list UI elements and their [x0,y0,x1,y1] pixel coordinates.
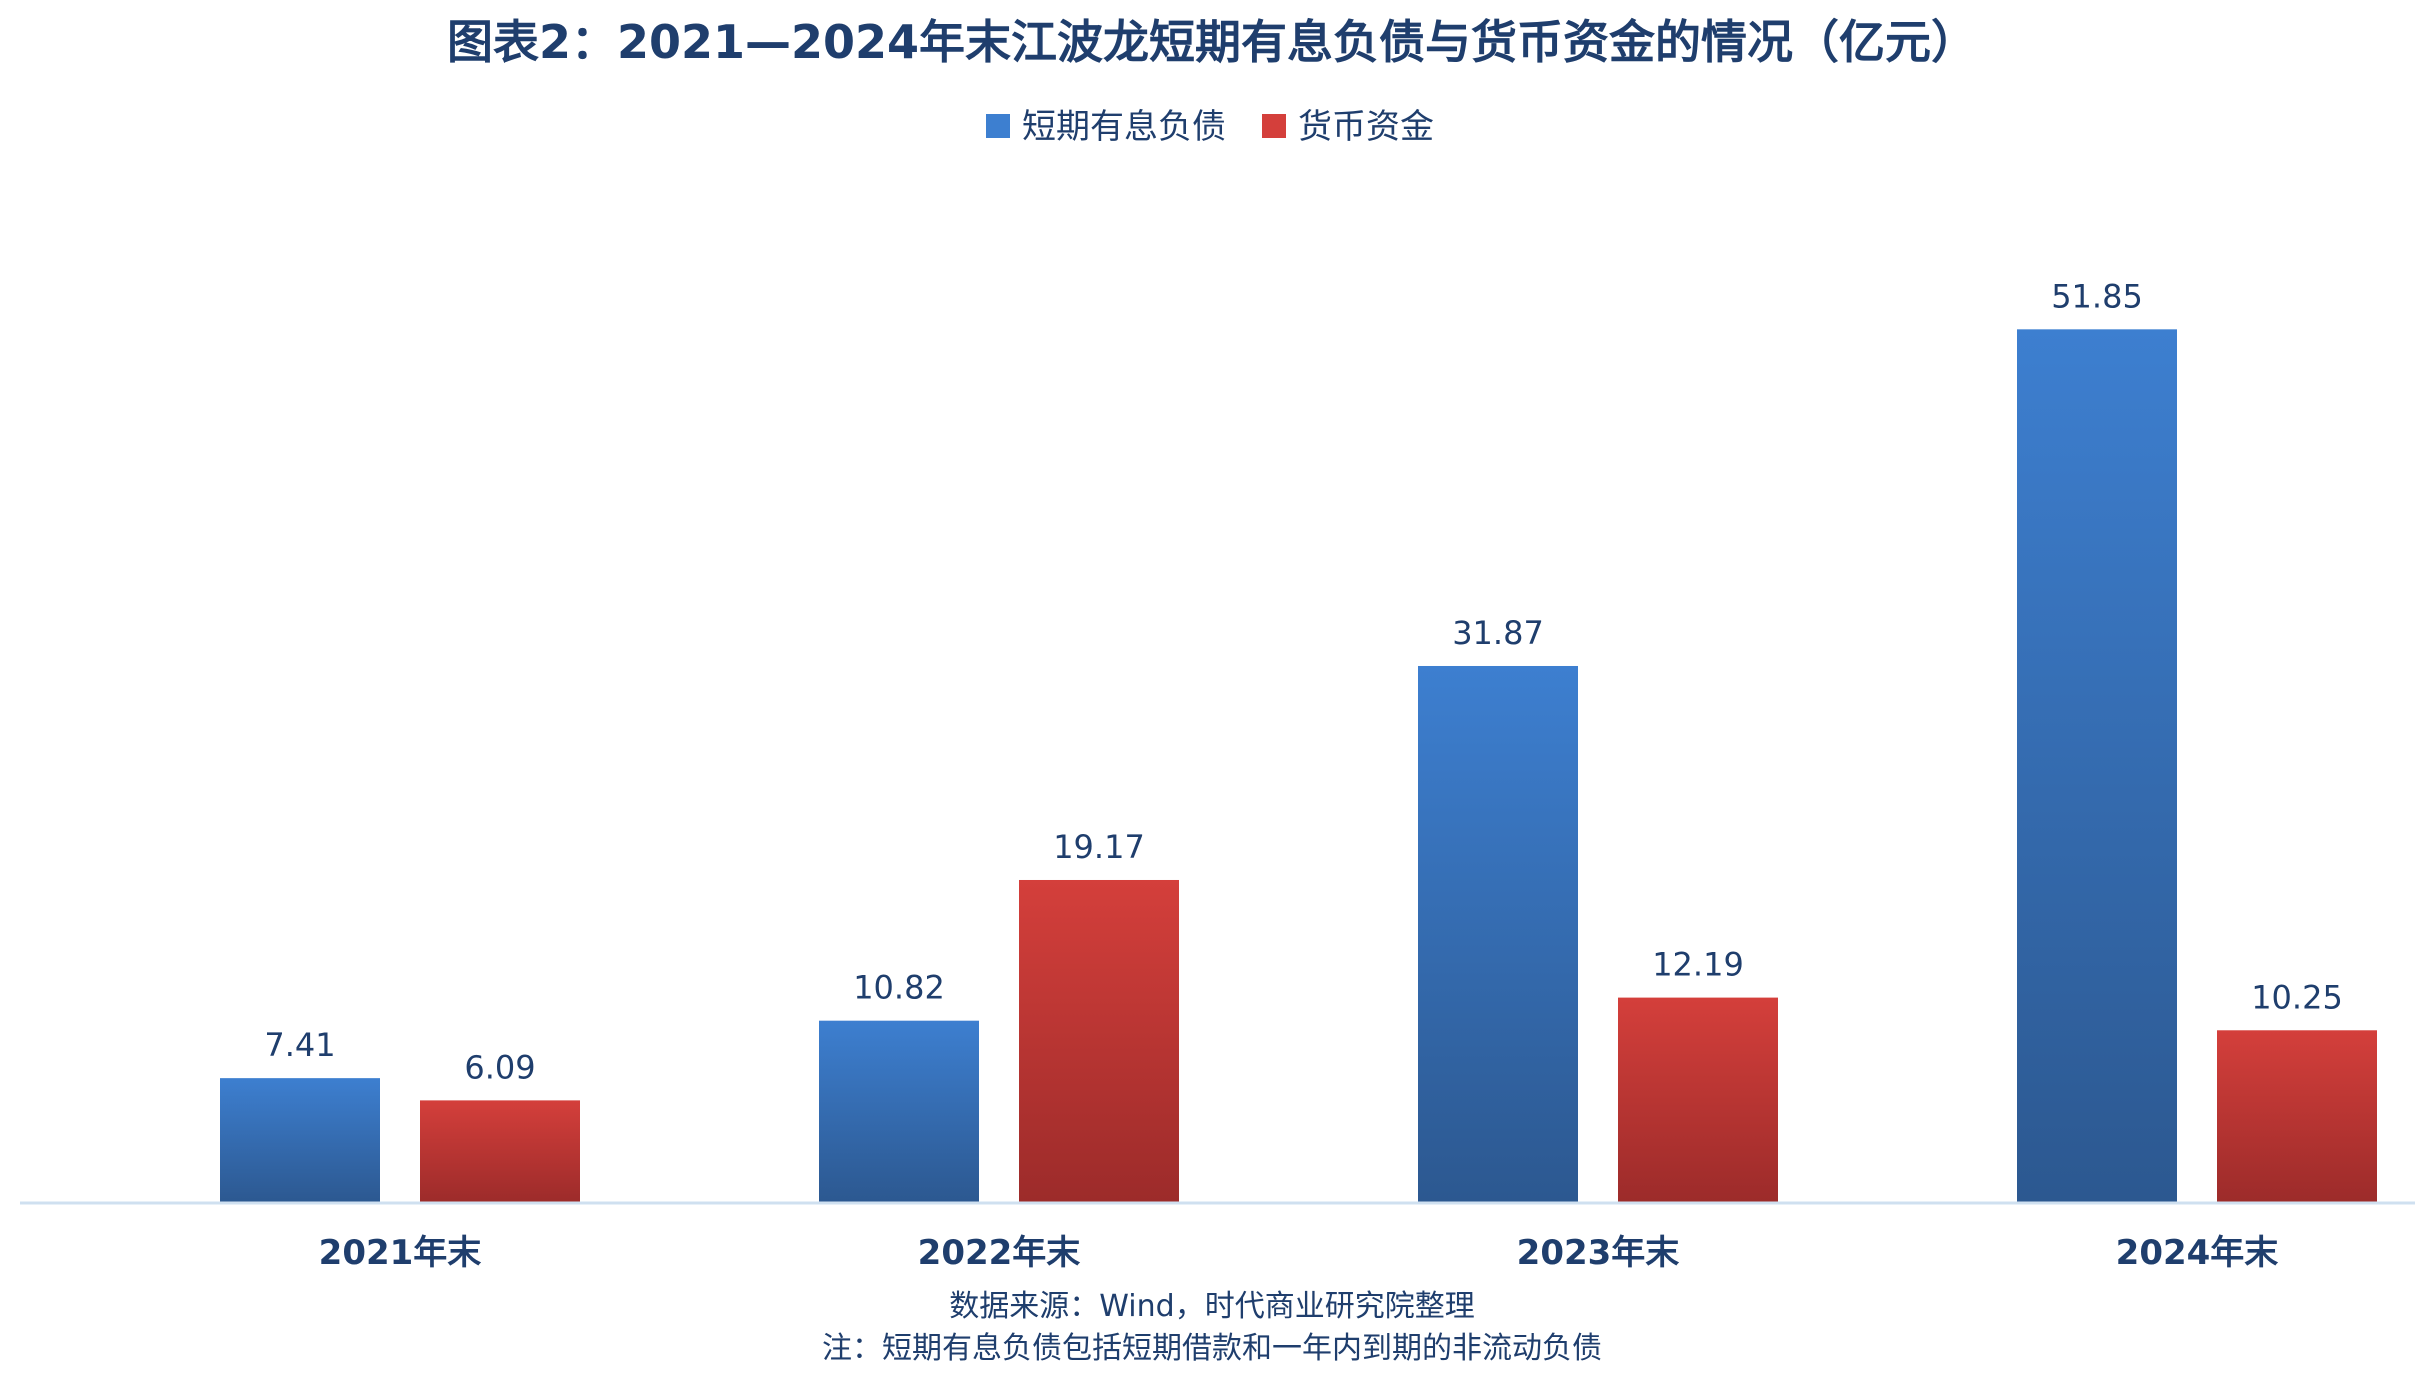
source-note: 数据来源：Wind，时代商业研究院整理 [949,1289,1474,1324]
legend-label-short-term-debt: 短期有息负债 [1022,107,1226,147]
bar-short-term-debt-0 [220,1078,380,1203]
data-label-short-term-debt-1: 10.82 [853,969,945,1007]
bar-short-term-debt-2 [1418,665,1578,1203]
legend-swatch-short-term-debt [986,114,1010,138]
bar-cash-0 [420,1100,580,1203]
bar-cash-3 [2217,1030,2377,1203]
legend-swatch-cash [1262,114,1286,138]
bar-cash-2 [1618,997,1778,1203]
data-label-short-term-debt-0: 7.41 [264,1026,335,1064]
bar-short-term-debt-1 [819,1020,979,1203]
legend-label-cash: 货币资金 [1298,107,1434,147]
data-label-cash-2: 12.19 [1652,946,1744,984]
category-labels-group: 2021年末 2022年末 2023年末 2024年末 [319,1233,2279,1273]
legend: 短期有息负债 货币资金 [986,107,1434,147]
category-label-0: 2021年末 [319,1233,482,1273]
data-label-short-term-debt-3: 51.85 [2051,277,2143,315]
data-label-cash-3: 10.25 [2251,978,2343,1016]
chart-title: 图表2：2021—2024年末江波龙短期有息负债与货币资金的情况（亿元） [447,15,1977,69]
bar-cash-1 [1019,879,1179,1203]
value-labels-group: 7.41 6.09 10.82 19.17 31.87 12.19 51.85 10.25 [264,277,2342,1086]
definition-note: 注：短期有息负债包括短期借款和一年内到期的非流动负债 [822,1331,1602,1366]
data-label-cash-1: 19.17 [1053,828,1145,866]
data-label-short-term-debt-2: 31.87 [1452,614,1544,652]
category-label-1: 2022年末 [918,1233,1081,1273]
category-label-2: 2023年末 [1517,1233,1680,1273]
category-label-3: 2024年末 [2116,1233,2279,1273]
data-label-cash-0: 6.09 [464,1048,535,1086]
bars-group [220,329,2377,1203]
bar-short-term-debt-3 [2017,329,2177,1203]
